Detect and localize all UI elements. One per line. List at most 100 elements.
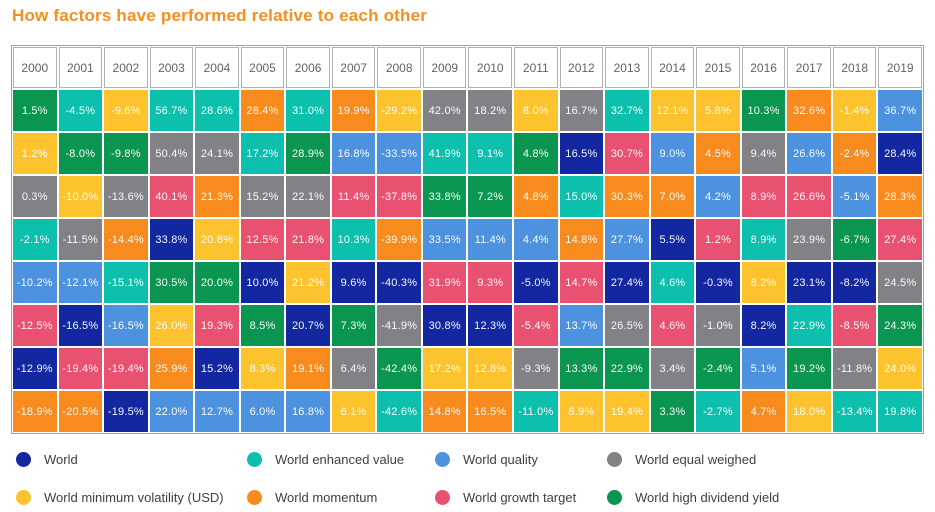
growth-legend-dot-icon [435,489,450,505]
heatmap-cell: 26.6% [787,176,831,217]
heatmap-cell: 3.4% [650,348,695,389]
heatmap-cell: -5.4% [514,305,558,346]
quality-legend-dot-icon [435,451,450,467]
heatmap-cell: 12.5% [240,219,285,260]
heatmap-cell: 4.8% [514,176,558,217]
heatmap-cell: 26.5% [605,305,649,346]
year-header-2009: 2009 [422,47,467,88]
heatmap-cell: 4.8% [514,133,558,174]
heatmap-cell: 21.3% [195,176,239,217]
heatmap-cell: 30.8% [422,305,467,346]
heatmap-cell: 19.4% [605,391,649,432]
heatmap-cell: 21.8% [286,219,330,260]
heatmap-cell: 30.7% [605,133,649,174]
heatmap-cell: 24.1% [195,133,239,174]
heatmap-cell: 20.0% [195,262,239,303]
legend-label: World minimum volatility (USD) [44,489,224,505]
heatmap-cell: 9.0% [650,133,695,174]
heatmap-cell: 22.0% [149,391,194,432]
heatmap-cell: 5.5% [650,219,695,260]
heatmap-cell: 19.9% [331,90,376,131]
legend-item-equal: World equal weighed [607,440,919,478]
heatmap-cell: 28.9% [286,133,330,174]
year-header-2014: 2014 [650,47,695,88]
heatmap-cell: -16.5% [58,305,103,346]
heatmap-cell: 24.5% [878,262,922,303]
heatmap-cell: 4.6% [650,262,695,303]
legend-item-quality: World quality [435,440,607,478]
legend-label: World enhanced value [275,451,405,467]
heatmap-cell: -12.9% [13,348,57,389]
heatmap-cell: -18.9% [13,391,57,432]
year-header-2010: 2010 [468,47,513,88]
year-header-2002: 2002 [104,47,148,88]
year-header-2001: 2001 [58,47,103,88]
heatmap-cell: -9.3% [514,348,558,389]
heatmap-cell: 9.6% [331,262,376,303]
heatmap-cell: 13.3% [559,348,604,389]
heatmap-cell: -5.0% [514,262,558,303]
heatmap-cell: 15.2% [195,348,239,389]
year-header-2000: 2000 [13,47,57,88]
heatmap-cell: 33.5% [422,219,467,260]
legend-label: World momentum [275,489,378,505]
heatmap-cell: 1.2% [13,133,57,174]
heatmap-cell: 32.6% [787,90,831,131]
heatmap-cell: 11.4% [468,219,513,260]
heatmap-cell: -13.6% [104,176,148,217]
legend-label: World [44,451,78,467]
heatmap-cell: -2.7% [696,391,740,432]
heatmap-cell: -8.0% [58,133,103,174]
heatmap-cell: 12.3% [468,305,513,346]
heatmap-cell: 5.8% [696,90,740,131]
heatmap-cell: -29.2% [377,90,421,131]
heatmap-cell: 6.1% [331,391,376,432]
heatmap-cell: 5.1% [741,348,786,389]
value-legend-dot-icon [247,451,262,467]
year-header-2017: 2017 [787,47,831,88]
world-legend-dot-icon [16,451,31,467]
heatmap-cell: 42.0% [422,90,467,131]
heatmap-cell: 16.5% [559,133,604,174]
heatmap-cell: 14.8% [422,391,467,432]
heatmap-cell: 9.3% [468,262,513,303]
year-header-2006: 2006 [286,47,330,88]
heatmap-cell: 16.8% [286,391,330,432]
heatmap-cell: 1.5% [13,90,57,131]
heatmap-cell: -2.1% [13,219,57,260]
heatmap-cell: 23.9% [787,219,831,260]
momentum-legend-dot-icon [247,489,262,505]
heatmap-cell: 40.1% [149,176,194,217]
factor-heatmap: 2000 2001 2002 2003 2004 2005 2006 2007 2008 2009… [11,45,924,434]
heatmap-cell: 25.9% [149,348,194,389]
year-header-2004: 2004 [195,47,239,88]
year-header-2018: 2018 [832,47,877,88]
heatmap-cell: -19.5% [104,391,148,432]
heatmap-cell: 10.3% [741,90,786,131]
legend-item-world: World [16,440,247,478]
year-header-2005: 2005 [240,47,285,88]
heatmap-cell: -41.9% [377,305,421,346]
heatmap-cell: 50.4% [149,133,194,174]
heatmap-cell: 28.4% [240,90,285,131]
heatmap-cell: 9.1% [468,133,513,174]
heatmap-cell: 19.2% [787,348,831,389]
heatmap-cell: -10.0% [58,176,103,217]
heatmap-cell: 8.9% [741,219,786,260]
heatmap-cell: 19.8% [878,391,922,432]
heatmap-cell: 8.9% [741,176,786,217]
heatmap-cell: 22.1% [286,176,330,217]
heatmap-cell: -39.9% [377,219,421,260]
heatmap-cell: 6.4% [331,348,376,389]
heatmap-cell: 36.7% [878,90,922,131]
legend-item-momentum: World momentum [247,478,435,512]
year-header-2008: 2008 [377,47,421,88]
heatmap-cell: 3.3% [650,391,695,432]
heatmap-cell: 20.8% [195,219,239,260]
heatmap-cell: -40.3% [377,262,421,303]
heatmap-cell: 24.3% [878,305,922,346]
heatmap-cell: 18.0% [787,391,831,432]
heatmap-cell: 4.2% [696,176,740,217]
heatmap-cell: 16.8% [331,133,376,174]
